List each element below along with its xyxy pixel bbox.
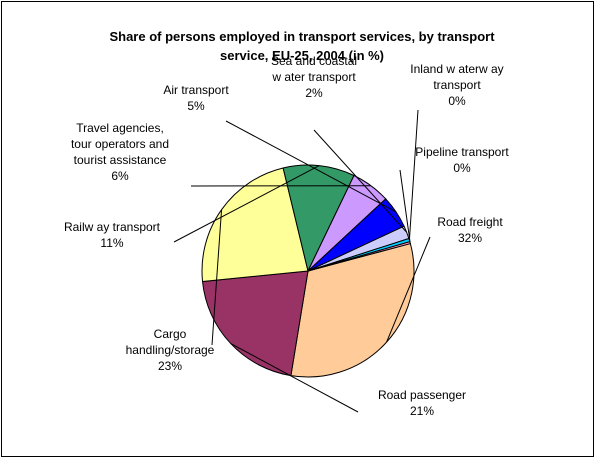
slice-name-label: Travel agencies, — [76, 121, 164, 135]
slice-name-label: Inland w aterw ay — [410, 62, 503, 76]
leader-line — [386, 236, 431, 343]
slice-value-label: 23% — [158, 359, 182, 373]
slice-value-label: 6% — [111, 169, 129, 183]
slice-label: Road freight 32% — [437, 215, 503, 245]
slice-label: Road passenger 21% — [378, 388, 466, 418]
slice-value-label: 32% — [458, 231, 482, 245]
slice-value-label: 21% — [410, 404, 434, 418]
leader-line — [225, 120, 397, 213]
slice-label: Railw ay transport 11% — [64, 220, 161, 250]
slice-name-label: tour operators and — [71, 137, 169, 151]
slice-name-label: Sea and coastal — [271, 54, 357, 68]
slice-label: Cargo handling/storage 23% — [126, 327, 215, 373]
chart-title-line-2: service, EU-25, 2004 (in %) — [219, 48, 385, 63]
slice-name-label: Pipeline transport — [415, 145, 509, 159]
leader-line — [399, 169, 411, 243]
slice-name-label: tourist assistance — [74, 153, 167, 167]
slice-name-label: Road freight — [437, 215, 503, 229]
slice-name-label: Road passenger — [378, 388, 466, 402]
slice-name-label: Cargo — [154, 327, 187, 341]
slice-value-label: 11% — [100, 236, 123, 250]
slice-label: Travel agencies, tour operators and touris… — [71, 121, 169, 183]
slice-value-label: 2% — [305, 86, 323, 100]
chart-title: Share of persons employed in transport s… — [62, 27, 542, 65]
slice-name-label: w ater transport — [271, 70, 356, 84]
pie-slice-cargo-handling-storage — [201, 167, 309, 283]
slice-label: Air transport 5% — [163, 83, 229, 113]
leader-line — [313, 129, 408, 233]
slice-value-label: 0% — [448, 94, 466, 108]
pie-slice-road-passenger — [201, 270, 309, 377]
slice-name-label: Air transport — [163, 83, 229, 97]
chart-title-line-1: Share of persons employed in transport s… — [109, 29, 495, 44]
leader-line — [408, 109, 419, 241]
slice-value-label: 0% — [453, 161, 471, 175]
slice-name-label: transport — [433, 78, 481, 92]
leader-line — [230, 343, 359, 413]
leader-line — [173, 165, 320, 243]
slice-label: Sea and coastal w ater transport 2% — [271, 54, 357, 100]
slice-label: Pipeline transport 0% — [415, 145, 509, 175]
leader-line — [211, 209, 223, 346]
slice-name-label: Railw ay transport — [64, 220, 161, 234]
slice-label: Inland w aterw ay transport 0% — [410, 62, 503, 108]
slice-name-label: handling/storage — [126, 343, 215, 357]
slice-value-label: 5% — [187, 99, 205, 113]
